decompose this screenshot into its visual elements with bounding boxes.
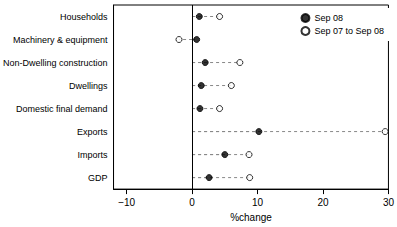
svg-text:20: 20 [317, 197, 329, 208]
svg-text:Non-Dwelling construction: Non-Dwelling construction [3, 58, 108, 68]
svg-text:Domestic final demand: Domestic final demand [16, 104, 108, 114]
svg-text:Sep 08: Sep 08 [314, 13, 343, 23]
svg-text:Sep 07 to Sep 08: Sep 07 to Sep 08 [314, 26, 384, 36]
svg-text:%change: %change [230, 212, 272, 223]
svg-text:GDP: GDP [88, 173, 108, 183]
svg-text:Machinery & equipment: Machinery & equipment [13, 35, 108, 45]
svg-text:Dwellings: Dwellings [69, 81, 108, 91]
svg-text:−10: −10 [118, 197, 135, 208]
svg-text:0: 0 [189, 197, 195, 208]
svg-text:Imports: Imports [78, 150, 109, 160]
svg-text:30: 30 [383, 197, 395, 208]
svg-text:Households: Households [60, 12, 108, 22]
svg-text:Exports: Exports [77, 127, 108, 137]
svg-text:10: 10 [252, 197, 264, 208]
